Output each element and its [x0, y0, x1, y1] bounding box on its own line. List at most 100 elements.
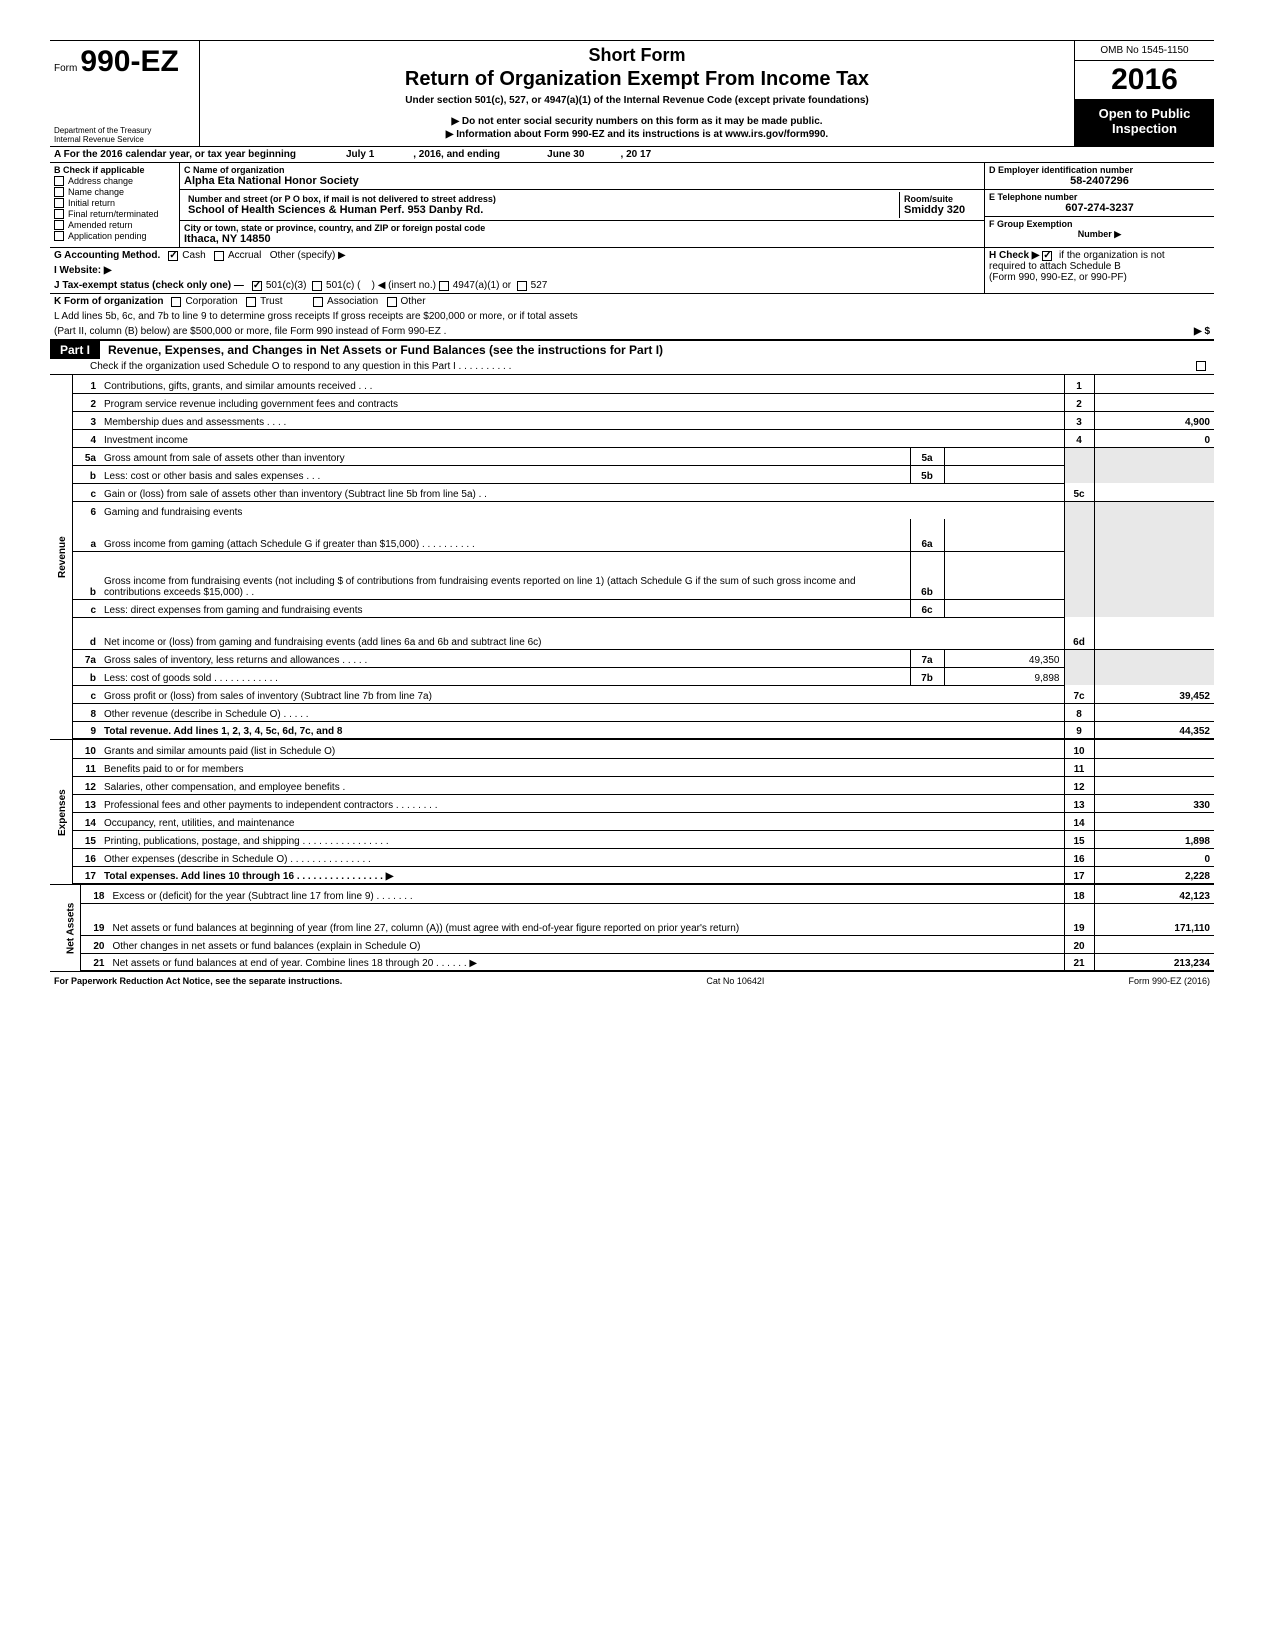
ssn-warning: ▶ Do not enter social security numbers o…	[208, 116, 1066, 127]
cb-corp[interactable]	[171, 297, 181, 307]
j-501c: 501(c) (	[326, 280, 360, 291]
midval	[944, 447, 1064, 465]
desc: Net income or (loss) from gaming and fun…	[104, 637, 541, 648]
line-9: 9Total revenue. Add lines 1, 2, 3, 4, 5c…	[50, 721, 1214, 739]
val	[1094, 935, 1214, 953]
val	[1094, 375, 1214, 393]
subtitle: Under section 501(c), 527, or 4947(a)(1)…	[208, 95, 1066, 106]
desc: Gross amount from sale of assets other t…	[104, 453, 345, 464]
line-21: 21Net assets or fund balances at end of …	[50, 953, 1214, 971]
cb-amended[interactable]: Amended return	[54, 220, 175, 230]
cb-label: Name change	[68, 187, 124, 197]
form-title-block: Short Form Return of Organization Exempt…	[200, 41, 1074, 146]
desc: Total expenses. Add lines 10 through 16 …	[104, 871, 393, 882]
cb-4947[interactable]	[439, 281, 449, 291]
desc: Other revenue (describe in Schedule O) .…	[104, 709, 309, 720]
k-corp: Corporation	[185, 296, 237, 307]
line-17: 17Total expenses. Add lines 10 through 1…	[50, 866, 1214, 884]
cb-no-schedb[interactable]	[1042, 251, 1052, 261]
cb-label: Amended return	[68, 220, 133, 230]
footer-left: For Paperwork Reduction Act Notice, see …	[54, 976, 342, 986]
line-7b: bLess: cost of goods sold . . . . . . . …	[50, 667, 1214, 685]
line-12: 12Salaries, other compensation, and empl…	[50, 776, 1214, 794]
department: Department of the Treasury Internal Reve…	[54, 126, 151, 144]
val: 2,228	[1094, 866, 1214, 884]
g-label: G Accounting Method.	[54, 250, 160, 261]
val: 0	[1094, 848, 1214, 866]
section-l: L Add lines 5b, 6c, and 7b to line 9 to …	[50, 309, 1214, 324]
cb-accrual[interactable]	[214, 251, 224, 261]
other-label: Other (specify) ▶	[270, 250, 346, 261]
desc: Printing, publications, postage, and shi…	[104, 836, 389, 847]
j-insert: ) ◀ (insert no.)	[372, 280, 436, 291]
form-number-block: Form 990-EZ Department of the Treasury I…	[50, 41, 200, 146]
val	[1094, 483, 1214, 501]
footer-right: Form 990-EZ (2016)	[1128, 976, 1210, 986]
line-8: 8Other revenue (describe in Schedule O) …	[50, 703, 1214, 721]
val	[1094, 776, 1214, 794]
cb-app-pending[interactable]: Application pending	[54, 231, 175, 241]
room-label: Room/suite	[904, 194, 976, 204]
cb-initial-return[interactable]: Initial return	[54, 198, 175, 208]
l-text2: (Part II, column (B) below) are $500,000…	[54, 326, 446, 337]
line-16: 16Other expenses (describe in Schedule O…	[50, 848, 1214, 866]
desc: Gross income from fundraising events (no…	[104, 576, 856, 598]
cash-label: Cash	[182, 250, 205, 261]
cb-501c[interactable]	[312, 281, 322, 291]
info-line: ▶ Information about Form 990-EZ and its …	[208, 129, 1066, 140]
cb-other-org[interactable]	[387, 297, 397, 307]
cb-527[interactable]	[517, 281, 527, 291]
cb-name-change[interactable]: Name change	[54, 187, 175, 197]
cb-schedule-o[interactable]	[1196, 361, 1206, 371]
year-suffix: 16	[1145, 63, 1178, 96]
val: 4,900	[1094, 411, 1214, 429]
footer: For Paperwork Reduction Act Notice, see …	[50, 972, 1214, 1006]
line-1: Revenue 1Contributions, gifts, grants, a…	[50, 375, 1214, 393]
midval	[944, 599, 1064, 617]
room: Smiddy 320	[904, 204, 976, 216]
section-l2: (Part II, column (B) below) are $500,000…	[50, 324, 1214, 339]
cb-address-change[interactable]: Address change	[54, 176, 175, 186]
midval	[944, 551, 1064, 599]
group-exempt-arrow: Number ▶	[989, 229, 1210, 240]
k-trust: Trust	[260, 296, 282, 307]
line-10: Expenses 10Grants and similar amounts pa…	[50, 740, 1214, 758]
val	[1094, 758, 1214, 776]
line-6c: cLess: direct expenses from gaming and f…	[50, 599, 1214, 617]
j-label: J Tax-exempt status (check only one) —	[54, 280, 244, 291]
part1-header: Part I Revenue, Expenses, and Changes in…	[50, 339, 1214, 359]
desc: Contributions, gifts, grants, and simila…	[104, 381, 372, 392]
section-k: K Form of organization Corporation Trust…	[50, 294, 1214, 309]
k-label: K Form of organization	[54, 296, 163, 307]
desc: Less: cost of goods sold . . . . . . . .…	[104, 673, 278, 684]
cb-501c3[interactable]	[252, 281, 262, 291]
line-gh: G Accounting Method. Cash Accrual Other …	[50, 248, 1214, 294]
revenue-label: Revenue	[50, 375, 72, 739]
part1-label: Part I	[50, 341, 100, 359]
val: 213,234	[1094, 953, 1214, 971]
cb-label: Application pending	[68, 231, 147, 241]
val	[1094, 617, 1214, 649]
begin-date: July 1	[346, 149, 374, 160]
desc: Less: direct expenses from gaming and fu…	[104, 605, 362, 616]
omb-number: OMB No 1545-1150	[1075, 41, 1214, 61]
h-text3: required to attach Schedule B	[989, 261, 1121, 272]
footer-mid: Cat No 10642I	[706, 976, 764, 986]
section-b-label: B Check if applicable	[54, 165, 175, 175]
line-3: 3Membership dues and assessments . . . .…	[50, 411, 1214, 429]
org-name-label: C Name of organization	[184, 165, 980, 175]
j-501c3: 501(c)(3)	[266, 280, 307, 291]
line-20: 20Other changes in net assets or fund ba…	[50, 935, 1214, 953]
desc: Net assets or fund balances at beginning…	[113, 923, 740, 934]
line-4: 4Investment income40	[50, 429, 1214, 447]
cb-final-return[interactable]: Final return/terminated	[54, 209, 175, 219]
cb-assoc[interactable]	[313, 297, 323, 307]
desc: Less: cost or other basis and sales expe…	[104, 471, 320, 482]
midval: 49,350	[944, 649, 1064, 667]
cb-trust[interactable]	[246, 297, 256, 307]
section-j: J Tax-exempt status (check only one) — 5…	[50, 278, 984, 294]
line-2: 2Program service revenue including gover…	[50, 393, 1214, 411]
section-i: I Website: ▶	[50, 263, 984, 278]
cb-cash[interactable]	[168, 251, 178, 261]
section-h: H Check ▶ if the organization is not req…	[984, 248, 1214, 294]
